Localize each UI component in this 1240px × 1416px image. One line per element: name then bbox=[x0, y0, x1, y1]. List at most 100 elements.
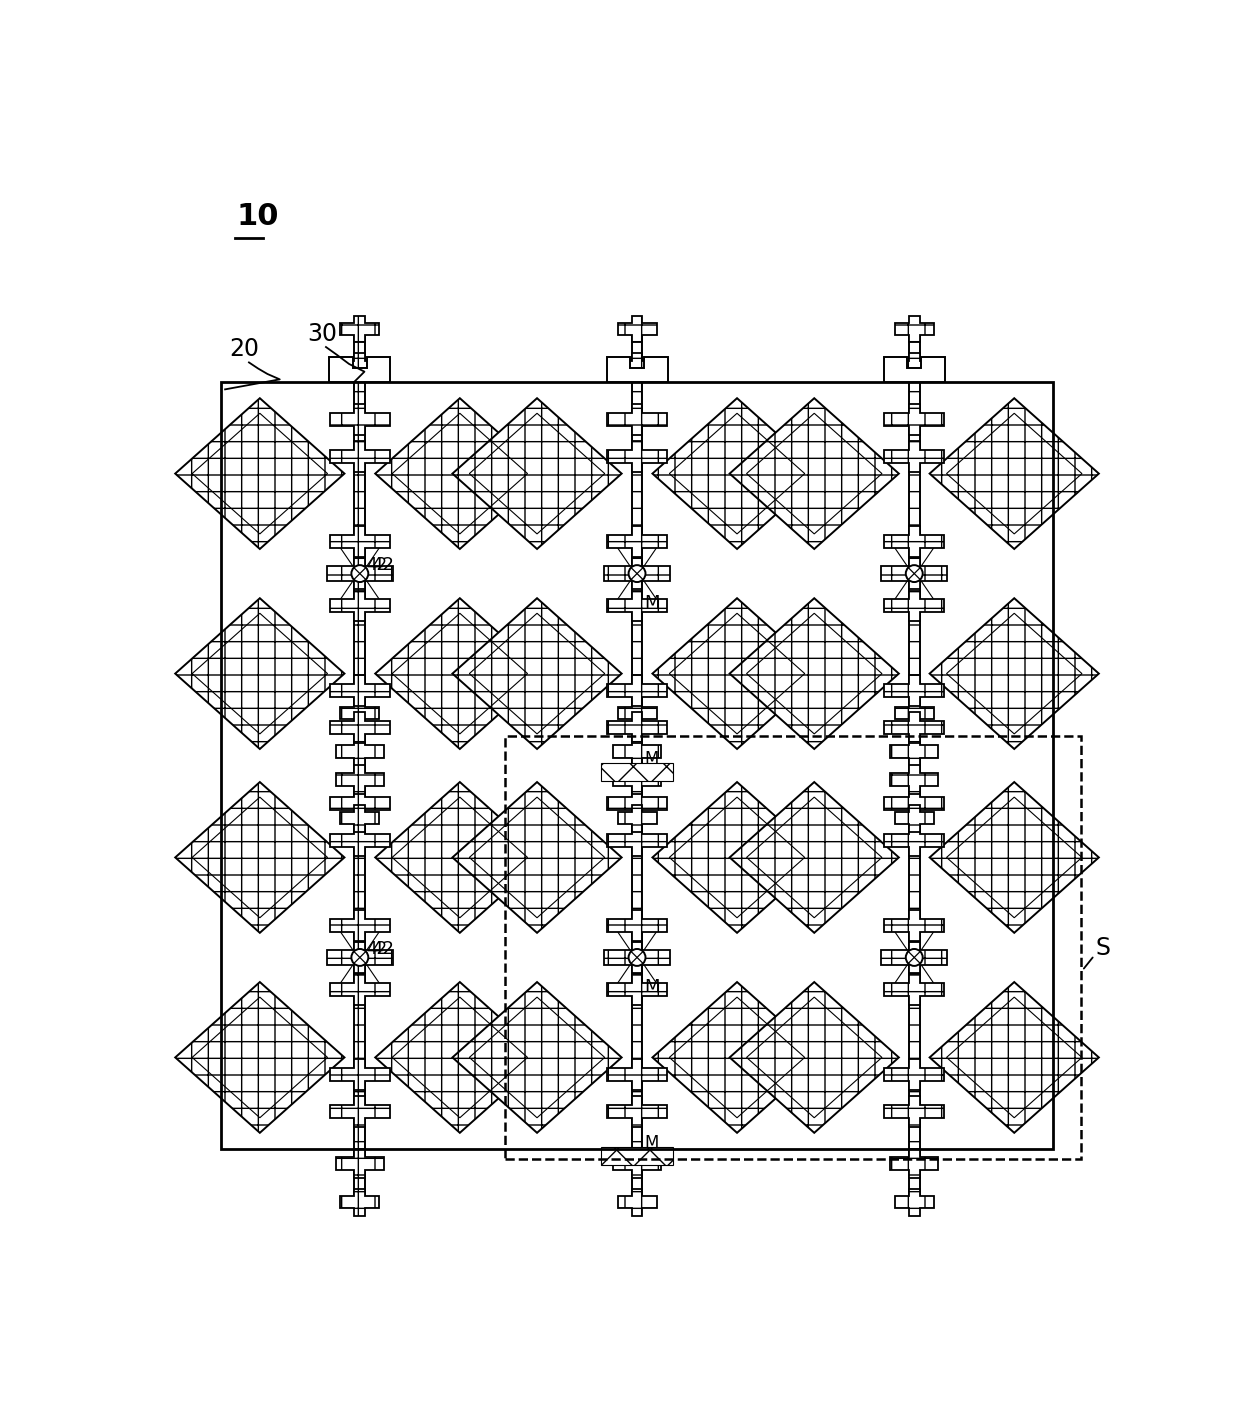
Circle shape bbox=[351, 949, 368, 966]
Circle shape bbox=[629, 565, 646, 582]
Polygon shape bbox=[604, 558, 670, 589]
Polygon shape bbox=[884, 712, 944, 743]
Polygon shape bbox=[884, 826, 944, 855]
Polygon shape bbox=[729, 983, 899, 1133]
Polygon shape bbox=[729, 782, 899, 933]
Polygon shape bbox=[618, 1188, 656, 1215]
Polygon shape bbox=[890, 765, 939, 794]
Text: M: M bbox=[645, 1134, 660, 1153]
Text: 42: 42 bbox=[372, 555, 394, 573]
Polygon shape bbox=[890, 353, 939, 382]
Polygon shape bbox=[895, 316, 934, 343]
Polygon shape bbox=[330, 675, 389, 707]
Circle shape bbox=[351, 565, 368, 582]
Polygon shape bbox=[608, 1096, 667, 1127]
Polygon shape bbox=[336, 765, 384, 794]
Bar bbox=[221, 382, 1053, 1150]
Polygon shape bbox=[376, 782, 544, 933]
Polygon shape bbox=[618, 316, 656, 343]
Polygon shape bbox=[175, 398, 345, 549]
Polygon shape bbox=[884, 357, 945, 382]
Text: 20: 20 bbox=[229, 337, 259, 361]
Polygon shape bbox=[613, 765, 661, 794]
Polygon shape bbox=[327, 558, 393, 589]
Polygon shape bbox=[453, 598, 621, 749]
Polygon shape bbox=[890, 1148, 939, 1178]
Polygon shape bbox=[608, 675, 667, 707]
Bar bbox=[909, 331, 920, 816]
Polygon shape bbox=[336, 736, 384, 766]
Polygon shape bbox=[340, 316, 379, 343]
Text: M: M bbox=[645, 978, 660, 995]
Text: 42: 42 bbox=[372, 940, 394, 957]
Polygon shape bbox=[330, 590, 389, 622]
Text: S: S bbox=[1096, 936, 1111, 960]
Polygon shape bbox=[608, 826, 667, 855]
Polygon shape bbox=[453, 782, 621, 933]
Polygon shape bbox=[453, 398, 621, 549]
Polygon shape bbox=[884, 1096, 944, 1127]
Bar bbox=[505, 736, 1080, 1160]
Circle shape bbox=[905, 565, 923, 582]
Polygon shape bbox=[884, 1059, 944, 1090]
Polygon shape bbox=[608, 405, 667, 435]
Polygon shape bbox=[930, 782, 1099, 933]
Polygon shape bbox=[895, 804, 934, 831]
Polygon shape bbox=[884, 525, 944, 556]
Polygon shape bbox=[336, 353, 384, 382]
Polygon shape bbox=[330, 909, 389, 940]
Polygon shape bbox=[175, 598, 345, 749]
Polygon shape bbox=[930, 983, 1099, 1133]
Polygon shape bbox=[884, 405, 944, 435]
Polygon shape bbox=[330, 826, 389, 855]
Polygon shape bbox=[652, 398, 822, 549]
Polygon shape bbox=[340, 1188, 379, 1215]
Polygon shape bbox=[884, 974, 944, 1005]
Polygon shape bbox=[330, 974, 389, 1005]
Bar bbox=[601, 763, 673, 782]
Polygon shape bbox=[884, 442, 944, 472]
Polygon shape bbox=[330, 789, 389, 818]
Polygon shape bbox=[652, 983, 822, 1133]
Text: 42: 42 bbox=[366, 555, 387, 573]
Polygon shape bbox=[340, 700, 379, 726]
Polygon shape bbox=[930, 598, 1099, 749]
Text: 42: 42 bbox=[366, 940, 387, 957]
Polygon shape bbox=[613, 353, 661, 382]
Polygon shape bbox=[376, 983, 544, 1133]
Polygon shape bbox=[884, 789, 944, 818]
Polygon shape bbox=[336, 1148, 384, 1178]
Polygon shape bbox=[453, 983, 621, 1133]
Polygon shape bbox=[882, 558, 947, 589]
Polygon shape bbox=[606, 357, 667, 382]
Bar bbox=[355, 331, 366, 816]
Polygon shape bbox=[930, 398, 1099, 549]
Polygon shape bbox=[882, 942, 947, 973]
Polygon shape bbox=[884, 590, 944, 622]
Polygon shape bbox=[618, 804, 656, 831]
Circle shape bbox=[905, 949, 923, 966]
Polygon shape bbox=[884, 675, 944, 707]
Bar bbox=[601, 1147, 673, 1165]
Polygon shape bbox=[613, 1148, 661, 1178]
Polygon shape bbox=[376, 598, 544, 749]
Circle shape bbox=[629, 949, 646, 966]
Polygon shape bbox=[729, 398, 899, 549]
Polygon shape bbox=[376, 398, 544, 549]
Text: M: M bbox=[645, 595, 660, 612]
Polygon shape bbox=[330, 1059, 389, 1090]
Polygon shape bbox=[608, 442, 667, 472]
Polygon shape bbox=[330, 1096, 389, 1127]
Polygon shape bbox=[608, 1059, 667, 1090]
Polygon shape bbox=[652, 598, 822, 749]
Polygon shape bbox=[330, 712, 389, 743]
Polygon shape bbox=[175, 983, 345, 1133]
Polygon shape bbox=[895, 700, 934, 726]
Bar bbox=[355, 715, 366, 1199]
Polygon shape bbox=[608, 789, 667, 818]
Polygon shape bbox=[729, 598, 899, 749]
Polygon shape bbox=[652, 782, 822, 933]
Polygon shape bbox=[608, 974, 667, 1005]
Polygon shape bbox=[330, 357, 391, 382]
Polygon shape bbox=[608, 909, 667, 940]
